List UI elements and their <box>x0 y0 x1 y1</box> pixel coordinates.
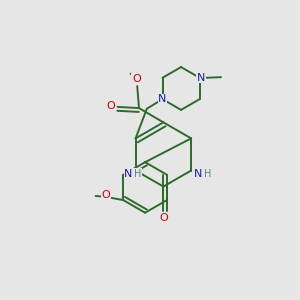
Text: N: N <box>158 94 167 104</box>
Text: O: O <box>102 190 110 200</box>
Text: H: H <box>203 169 211 179</box>
Text: O: O <box>159 213 168 223</box>
Text: H: H <box>134 169 141 179</box>
Text: O: O <box>107 101 116 111</box>
Text: N: N <box>194 169 202 179</box>
Text: N: N <box>196 73 205 83</box>
Text: O: O <box>132 74 141 84</box>
Text: N: N <box>124 169 133 179</box>
